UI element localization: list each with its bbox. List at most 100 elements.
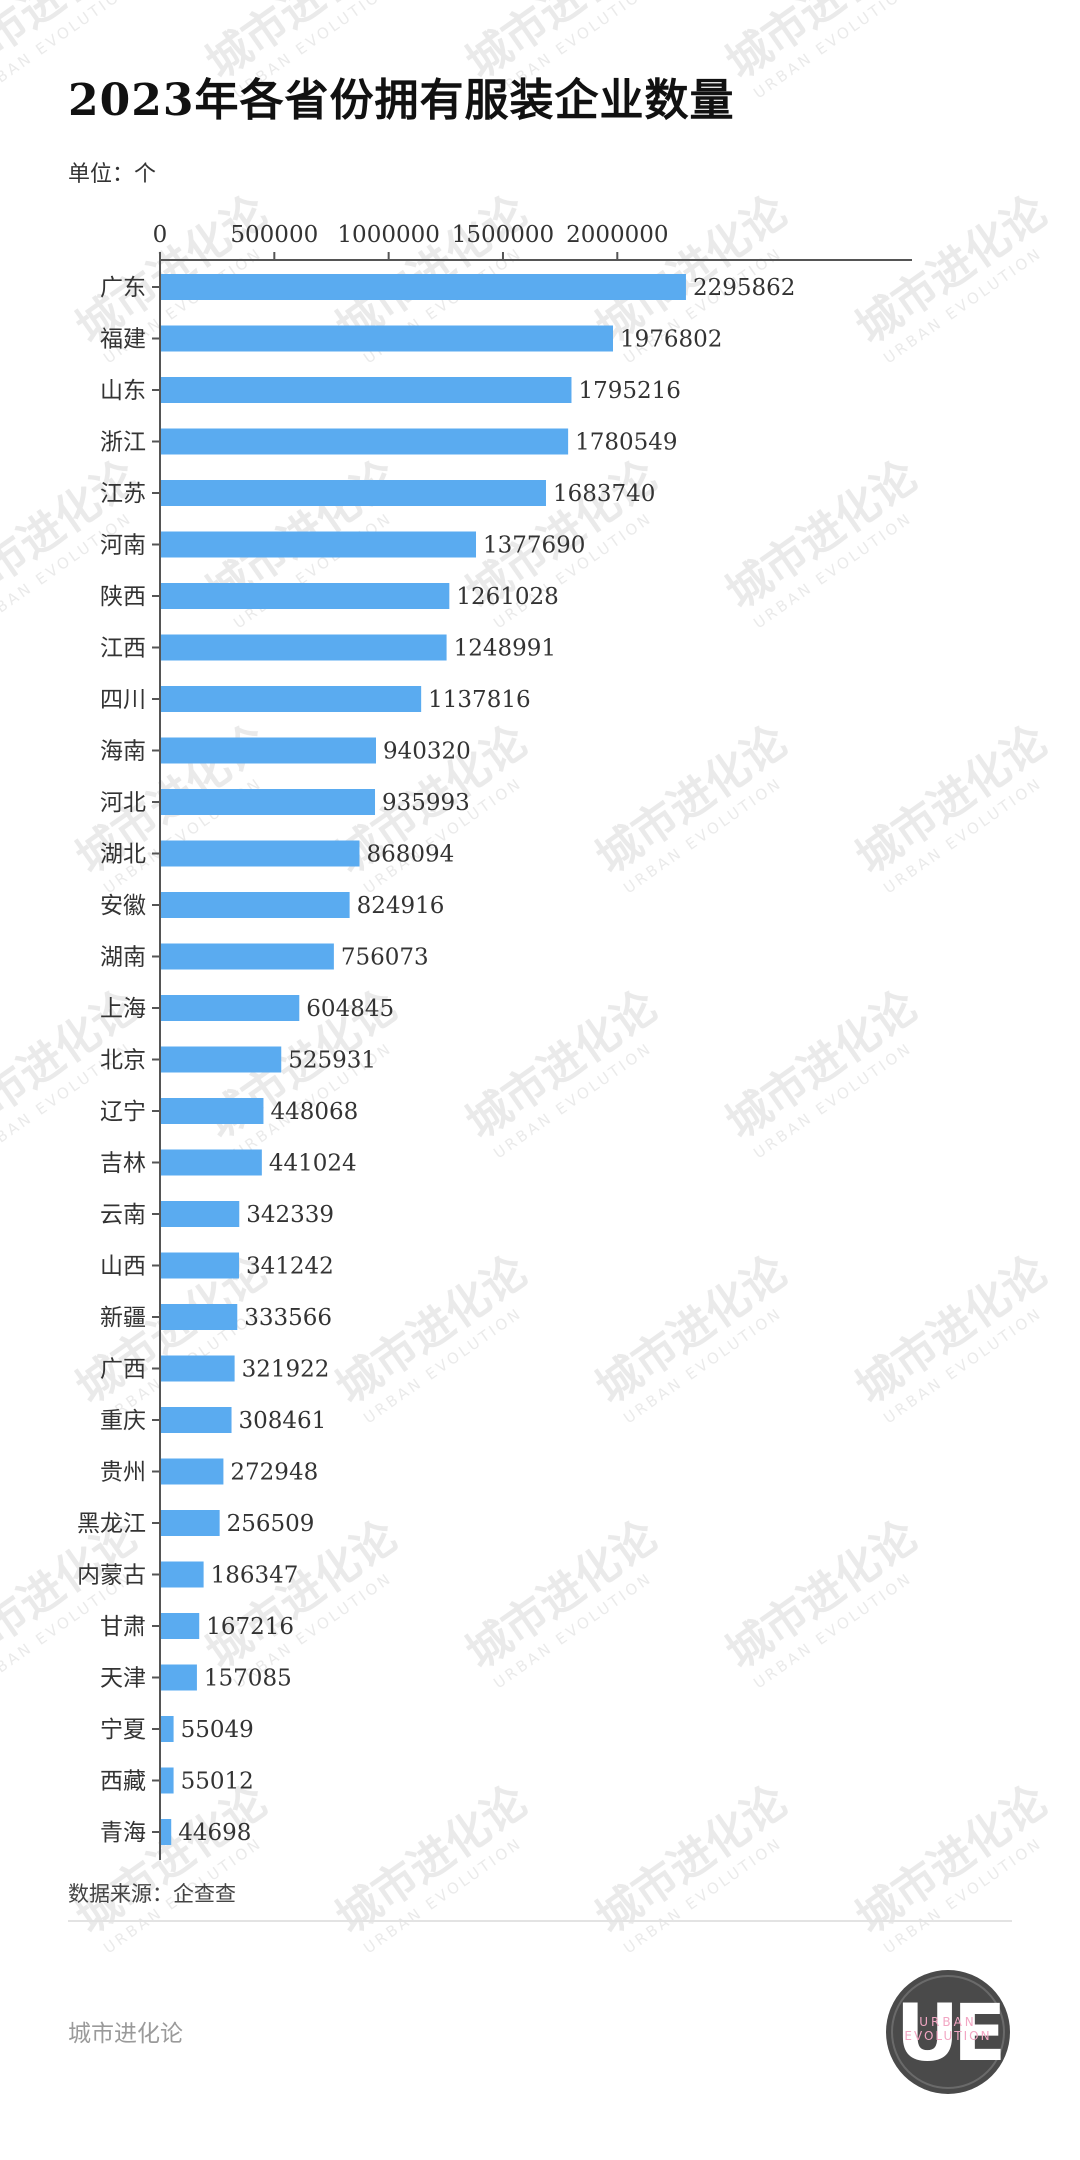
bar <box>161 480 546 506</box>
bar <box>161 634 447 661</box>
data-label: 525931 <box>288 1048 376 1074</box>
data-label: 1248991 <box>454 636 556 662</box>
bar <box>161 737 377 764</box>
svg-text:URBAN: URBAN <box>919 2015 977 2029</box>
bar <box>161 1304 238 1330</box>
bar <box>161 1664 197 1691</box>
bar <box>161 1458 224 1485</box>
category-label: 福建 <box>100 327 146 353</box>
data-label: 44698 <box>178 1820 251 1846</box>
category-label: 广东 <box>100 275 146 301</box>
bar <box>161 531 477 558</box>
x-tick-label: 0 <box>153 222 168 248</box>
data-label: 1261028 <box>456 584 558 610</box>
category-label: 宁夏 <box>100 1717 146 1743</box>
data-label: 935993 <box>382 790 470 816</box>
bar <box>161 1407 232 1433</box>
bar <box>161 1252 240 1279</box>
bar <box>161 892 350 918</box>
unit-label: 单位：个 <box>68 162 157 187</box>
category-label: 安徽 <box>100 893 146 919</box>
category-label: 重庆 <box>100 1408 146 1434</box>
data-label: 1137816 <box>428 687 530 713</box>
data-label: 55049 <box>181 1717 254 1743</box>
bar <box>161 1716 174 1742</box>
category-label: 青海 <box>100 1820 146 1846</box>
brand-name: 城市进化论 <box>68 2021 183 2047</box>
category-label: 内蒙古 <box>77 1563 146 1589</box>
data-label: 55012 <box>181 1769 254 1795</box>
bar <box>161 1201 240 1227</box>
data-label: 2295862 <box>693 275 795 301</box>
bar <box>161 1510 220 1536</box>
category-label: 陕西 <box>100 584 146 610</box>
category-label: 四川 <box>100 687 146 713</box>
data-label: 756073 <box>341 945 429 971</box>
data-source: 数据来源：企查查 <box>68 1882 236 1906</box>
data-label: 157085 <box>204 1666 292 1692</box>
bar <box>161 1561 204 1588</box>
category-label: 上海 <box>100 996 146 1022</box>
bar <box>161 1098 264 1124</box>
data-label: 272948 <box>230 1460 318 1486</box>
category-label: 广西 <box>100 1357 146 1383</box>
bar <box>161 325 613 352</box>
data-label: 321922 <box>242 1357 330 1383</box>
data-label: 186347 <box>211 1563 299 1589</box>
x-tick-label: 2000000 <box>566 222 668 248</box>
bar-chart: 0 500000 1000000 1500000 2000000 广东 2295862 福建 1… <box>77 222 912 1860</box>
svg-text:UE: UE <box>896 1989 1001 2079</box>
bar <box>161 428 569 455</box>
data-label: 308461 <box>239 1408 327 1434</box>
data-label: 1683740 <box>553 481 655 507</box>
bar <box>161 686 422 712</box>
data-label: 256509 <box>227 1511 315 1537</box>
category-label: 西藏 <box>100 1769 146 1795</box>
bar <box>161 1819 172 1845</box>
bar <box>161 840 360 867</box>
data-label: 342339 <box>246 1202 334 1228</box>
bar <box>161 1355 235 1382</box>
data-label: 1976802 <box>620 327 722 353</box>
category-label: 江苏 <box>100 481 146 507</box>
data-label: 604845 <box>306 996 394 1022</box>
category-label: 湖南 <box>100 945 146 971</box>
category-label: 甘肃 <box>100 1614 146 1640</box>
data-label: 868094 <box>366 842 454 868</box>
category-label: 辽宁 <box>100 1099 146 1125</box>
data-label: 167216 <box>206 1614 294 1640</box>
data-label: 940320 <box>383 739 471 765</box>
bar <box>161 1767 174 1794</box>
data-label: 333566 <box>244 1305 332 1331</box>
category-label: 山东 <box>100 378 146 404</box>
category-label: 天津 <box>100 1666 146 1692</box>
bar <box>161 377 572 403</box>
data-label: 824916 <box>357 893 445 919</box>
category-label: 河南 <box>100 533 146 559</box>
bar <box>161 995 300 1021</box>
category-label: 云南 <box>100 1202 146 1228</box>
data-label: 448068 <box>270 1099 358 1125</box>
bar <box>161 789 376 815</box>
chart-title: 2023年各省份拥有服装企业数量 <box>68 75 735 126</box>
category-label: 山西 <box>100 1254 146 1280</box>
category-label: 吉林 <box>100 1151 146 1177</box>
bar <box>161 1613 200 1639</box>
category-label: 海南 <box>100 739 146 765</box>
x-tick-label: 1500000 <box>452 222 554 248</box>
category-label: 新疆 <box>100 1305 146 1331</box>
category-label: 贵州 <box>100 1460 146 1486</box>
data-label: 341242 <box>246 1254 334 1280</box>
bar <box>161 274 686 300</box>
bar <box>161 583 450 609</box>
bar <box>161 1046 282 1073</box>
category-label: 浙江 <box>100 430 146 456</box>
category-label: 北京 <box>100 1048 146 1074</box>
x-tick-label: 1000000 <box>337 222 439 248</box>
data-label: 441024 <box>269 1151 357 1177</box>
footer-divider <box>68 1920 1012 1922</box>
category-label: 黑龙江 <box>77 1511 146 1537</box>
bar <box>161 943 334 970</box>
category-label: 江西 <box>100 636 146 662</box>
